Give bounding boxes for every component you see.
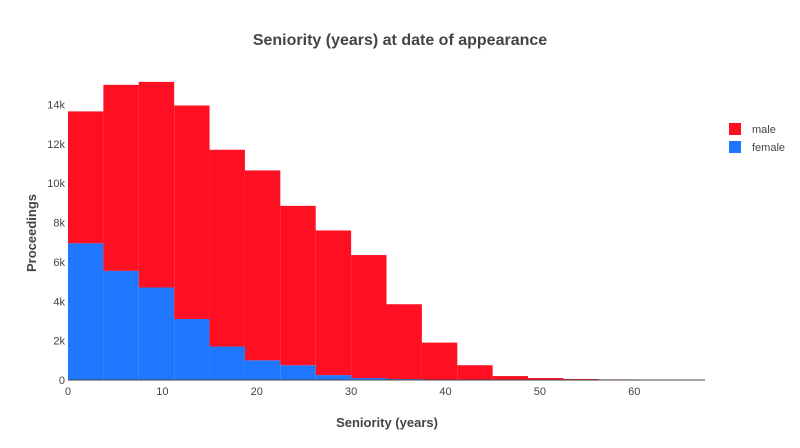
y-tick-label: 2k: [53, 336, 65, 348]
bar-male-bin-5[interactable]: [244, 170, 281, 361]
y-axis-ticks: 0 2k 4k 6k 8k 10k 12k 14k: [47, 100, 65, 387]
bar-male-bin-2[interactable]: [138, 81, 175, 288]
x-tick-label: 50: [534, 386, 546, 398]
bar-female-bin-8[interactable]: [351, 378, 387, 380]
x-tick-label: 20: [251, 386, 263, 398]
legend-item-female[interactable]: female: [729, 141, 785, 154]
bar-male-bin-9[interactable]: [386, 304, 422, 380]
y-tick-label: 0: [59, 375, 65, 387]
bar-male-bin-12[interactable]: [492, 376, 529, 380]
y-axis-title: Proceedings: [24, 194, 39, 272]
bars-layer: [68, 81, 705, 380]
legend[interactable]: male female: [729, 123, 785, 154]
bar-male-bin-1[interactable]: [103, 84, 139, 271]
bar-female-bin-4[interactable]: [209, 346, 245, 380]
bar-male-bin-10[interactable]: [421, 342, 458, 380]
bar-male-bin-4[interactable]: [209, 149, 245, 347]
chart-title: Seniority (years) at date of appearance: [253, 32, 547, 49]
bar-female-bin-7[interactable]: [315, 375, 352, 380]
bar-male-bin-11[interactable]: [457, 365, 493, 380]
y-tick-label: 12k: [47, 139, 65, 151]
bar-male-bin-0[interactable]: [68, 111, 104, 244]
y-tick-label: 4k: [53, 296, 65, 308]
y-tick-label: 8k: [53, 218, 65, 230]
legend-item-male[interactable]: male: [729, 123, 776, 136]
legend-label-female: female: [752, 142, 785, 154]
bar-male-bin-13[interactable]: [528, 378, 564, 380]
bar-female-bin-1[interactable]: [103, 270, 139, 380]
bar-female-bin-5[interactable]: [244, 360, 281, 380]
bar-female-bin-6[interactable]: [280, 365, 316, 380]
y-tick-label: 14k: [47, 100, 65, 112]
legend-label-male: male: [752, 124, 776, 136]
bar-female-bin-0[interactable]: [68, 243, 104, 380]
bar-male-bin-7[interactable]: [315, 230, 352, 376]
x-tick-label: 60: [628, 386, 640, 398]
y-tick-label: 10k: [47, 178, 65, 190]
bar-female-bin-3[interactable]: [174, 319, 210, 380]
bar-male-bin-6[interactable]: [280, 205, 316, 366]
y-tick-label: 6k: [53, 257, 65, 269]
legend-swatch-female: [729, 141, 741, 153]
x-tick-label: 30: [345, 386, 357, 398]
bar-male-bin-8[interactable]: [351, 255, 387, 379]
x-axis-ticks: 0 10 20 30 40 50 60: [65, 386, 640, 398]
bar-female-bin-2[interactable]: [138, 287, 175, 380]
bar-male-bin-3[interactable]: [174, 105, 210, 320]
x-tick-label: 0: [65, 386, 71, 398]
x-axis-title: Seniority (years): [336, 415, 438, 430]
x-tick-label: 40: [439, 386, 451, 398]
legend-swatch-male: [729, 123, 741, 135]
x-tick-label: 10: [156, 386, 168, 398]
